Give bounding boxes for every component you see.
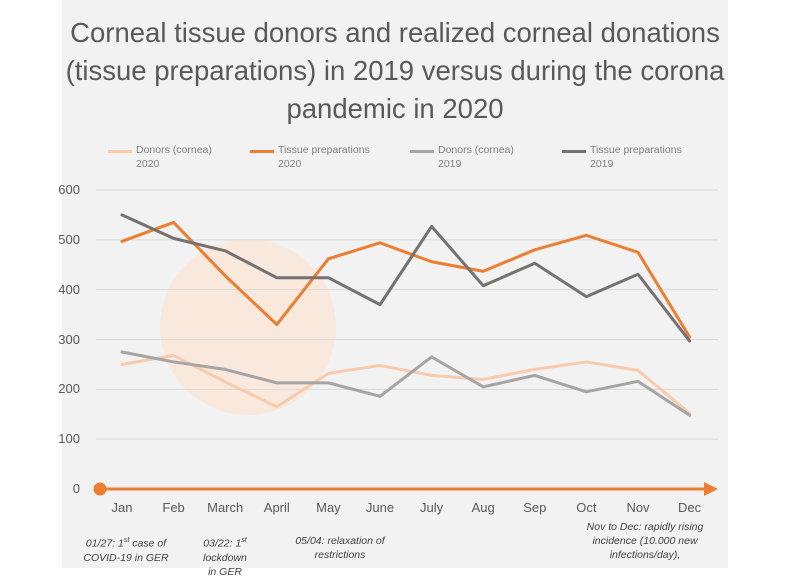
series-line-1	[120, 220, 692, 339]
y-tick-label: 500	[58, 231, 80, 247]
highlight-circle	[160, 239, 336, 415]
legend-label: Tissue preparations 2019	[590, 144, 682, 170]
x-tick-label: Sep	[523, 500, 547, 515]
x-axis-arrowhead	[704, 482, 718, 496]
x-tick-label: Dec	[678, 500, 702, 515]
annotation-text: 01/27: 1st case of COVID-19 in GER	[83, 537, 169, 564]
y-tick-label: 400	[58, 281, 80, 297]
x-tick-label: June	[365, 500, 395, 515]
x-tick-label: Feb	[162, 500, 185, 515]
legend-label: Tissue preparations 2020	[278, 144, 370, 170]
series-line-0	[120, 353, 692, 415]
x-tick-label: March	[207, 500, 244, 515]
y-tick-label: 100	[58, 431, 80, 447]
x-tick-label: May	[316, 500, 341, 515]
annotation-text: Nov to Dec: rapidly rising incidence (10…	[586, 521, 704, 561]
x-axis-origin-dot	[93, 482, 107, 496]
x-tick-label: Oct	[576, 500, 597, 515]
legend-swatch	[562, 150, 586, 153]
x-tick-label: Jan	[111, 500, 133, 515]
x-tick-label: Aug	[471, 500, 495, 515]
series-line-2	[120, 350, 692, 417]
y-tick-label: 600	[58, 182, 80, 198]
y-tick-label: 200	[58, 381, 80, 397]
annotation-text: 05/04: relaxation of restrictions	[295, 535, 385, 561]
legend-swatch	[410, 150, 434, 153]
x-tick-label: Nov	[626, 500, 650, 515]
legend-label: Donors (cornea) 2020	[136, 144, 212, 170]
y-tick-label: 300	[58, 331, 80, 347]
y-tick-label: 0	[72, 481, 80, 496]
legend-swatch	[250, 150, 274, 153]
series-line-3	[120, 213, 692, 343]
x-tick-label: April	[263, 500, 290, 515]
legend-label: Donors (cornea) 2019	[438, 144, 514, 170]
x-tick-label: July	[420, 500, 444, 515]
chart-title: Corneal tissue donors and realized corne…	[65, 17, 725, 124]
legend-swatch	[108, 150, 132, 153]
